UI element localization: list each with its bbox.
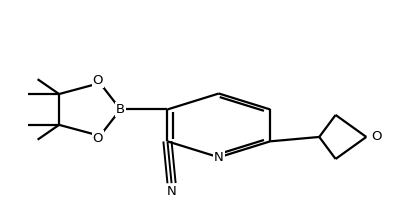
Text: O: O bbox=[93, 74, 103, 87]
Text: B: B bbox=[116, 103, 125, 116]
Text: O: O bbox=[371, 130, 382, 143]
Text: N: N bbox=[167, 185, 176, 198]
Text: N: N bbox=[214, 151, 224, 164]
Text: O: O bbox=[93, 132, 103, 145]
